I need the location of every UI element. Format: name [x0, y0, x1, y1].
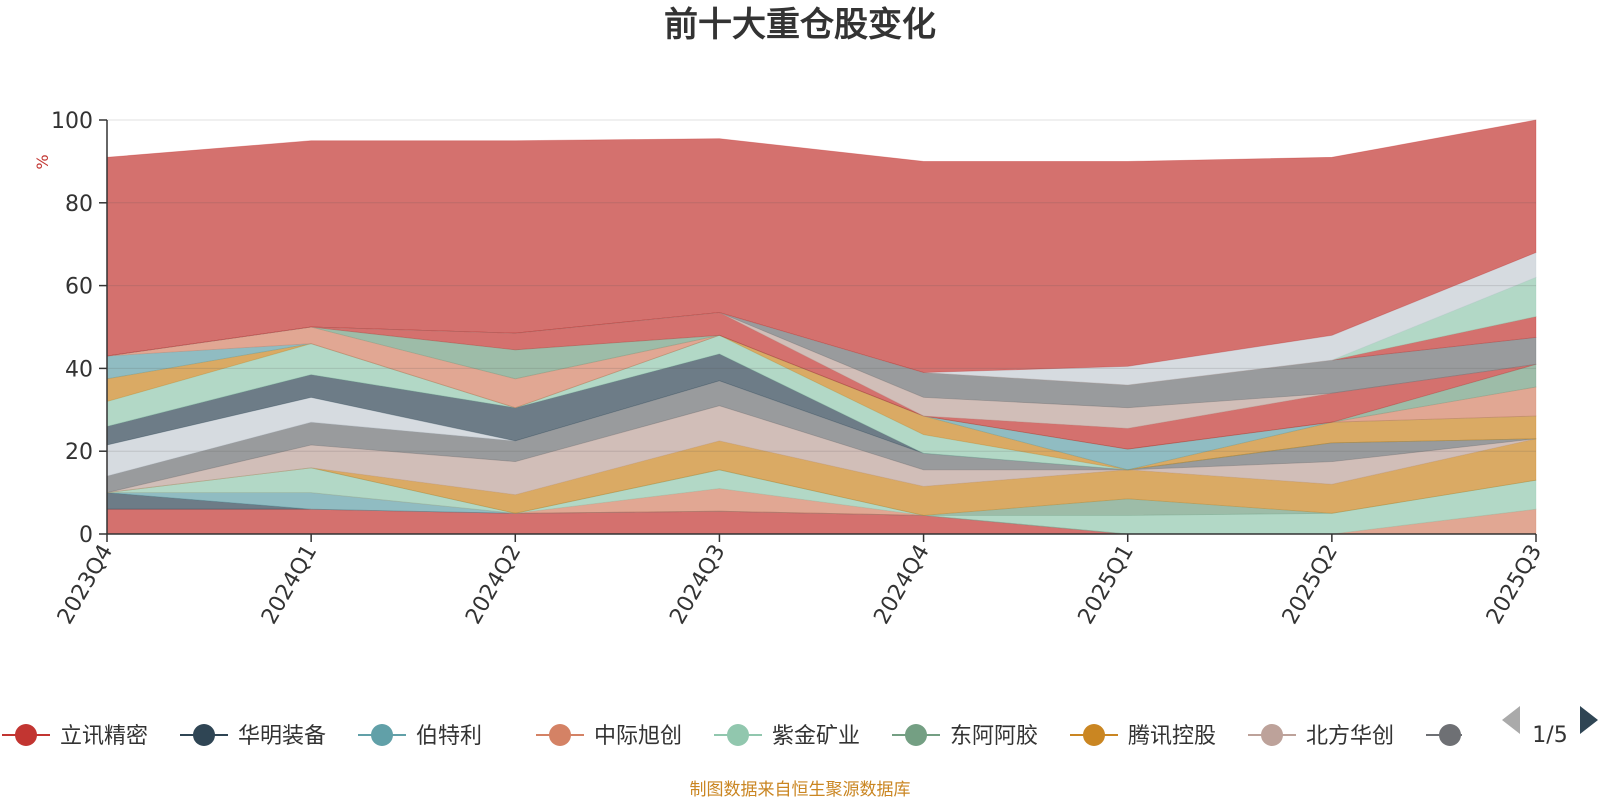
legend-overflow-mask: [1462, 712, 1600, 758]
x-tick-label: 2023Q4: [53, 541, 118, 629]
legend-label: 伯特利: [416, 724, 482, 749]
y-tick-label: 20: [65, 440, 93, 465]
x-axis-tick-labels: 2023Q4 2024Q1 2024Q2 2024Q3 2024Q4 2025Q1 2025…: [53, 534, 1547, 629]
legend-marker-icon: [1083, 724, 1105, 746]
legend-label: 中际旭创: [594, 724, 682, 749]
legend-marker-icon: [1261, 724, 1283, 746]
legend-prev-page-icon[interactable]: [1502, 706, 1520, 734]
area-series-23[interactable]: [106, 119, 1537, 373]
area-series-group: [106, 119, 1537, 535]
x-tick-label: 2024Q3: [665, 541, 730, 629]
legend-label: 华明装备: [238, 724, 326, 749]
y-tick-label: 100: [51, 109, 93, 134]
legend-item[interactable]: 立讯精密: [2, 724, 148, 749]
legend-marker-icon: [15, 724, 37, 746]
legend-item[interactable]: 伯特利: [358, 724, 482, 749]
legend-marker-icon: [549, 724, 571, 746]
x-tick-label: 2024Q4: [869, 541, 934, 629]
legend-item[interactable]: 东阿阿胶: [892, 724, 1038, 749]
chart-title: 前十大重仓股变化: [664, 5, 936, 45]
data-source-note: 制图数据来自恒生聚源数据库: [690, 780, 911, 800]
y-tick-label: 40: [65, 357, 93, 382]
legend-label: 立讯精密: [60, 724, 148, 749]
y-tick-label: 0: [79, 523, 93, 548]
y-tick-label: 80: [65, 192, 93, 217]
x-tick-label: 2024Q1: [257, 541, 322, 629]
legend-next-page-icon[interactable]: [1580, 706, 1598, 734]
area-series-10[interactable]: [106, 380, 1537, 477]
x-tick-label: 2024Q2: [461, 541, 526, 629]
legend-item[interactable]: 中际旭创: [536, 724, 682, 749]
legend-pager[interactable]: 1/5: [1502, 706, 1598, 748]
legend-label: 北方华创: [1306, 724, 1394, 749]
y-tick-label: 60: [65, 275, 93, 300]
legend-item[interactable]: 紫金矿业: [714, 724, 860, 749]
legend-item[interactable]: 华明装备: [180, 724, 326, 749]
legend-page-indicator: 1/5: [1532, 723, 1567, 748]
legend-marker-icon: [371, 724, 393, 746]
y-axis-tick-labels: 0 20 40 60 80 100: [51, 109, 107, 548]
x-tick-label: 2025Q3: [1482, 541, 1547, 629]
area-series-9[interactable]: [106, 380, 1537, 494]
legend-marker-icon: [905, 724, 927, 746]
legend-label: 腾讯控股: [1128, 724, 1216, 749]
gridlines: [107, 119, 1536, 452]
legend-item[interactable]: 腾讯控股: [1070, 724, 1216, 749]
legend-item[interactable]: 北方华创: [1248, 724, 1394, 749]
axes: [106, 120, 1536, 535]
y-axis-unit-label: %: [33, 154, 52, 169]
x-tick-label: 2025Q2: [1278, 541, 1343, 629]
legend-marker-icon: [193, 724, 215, 746]
legend-label: 紫金矿业: [772, 724, 860, 749]
legend-label: 东阿阿胶: [950, 724, 1038, 749]
legend-marker-icon: [1439, 724, 1461, 746]
x-tick-label: 2025Q1: [1074, 541, 1139, 629]
legend-marker-icon: [727, 724, 749, 746]
legend[interactable]: 立讯精密华明装备伯特利中际旭创紫金矿业东阿阿胶腾讯控股北方华创安集科技: [2, 712, 1600, 758]
